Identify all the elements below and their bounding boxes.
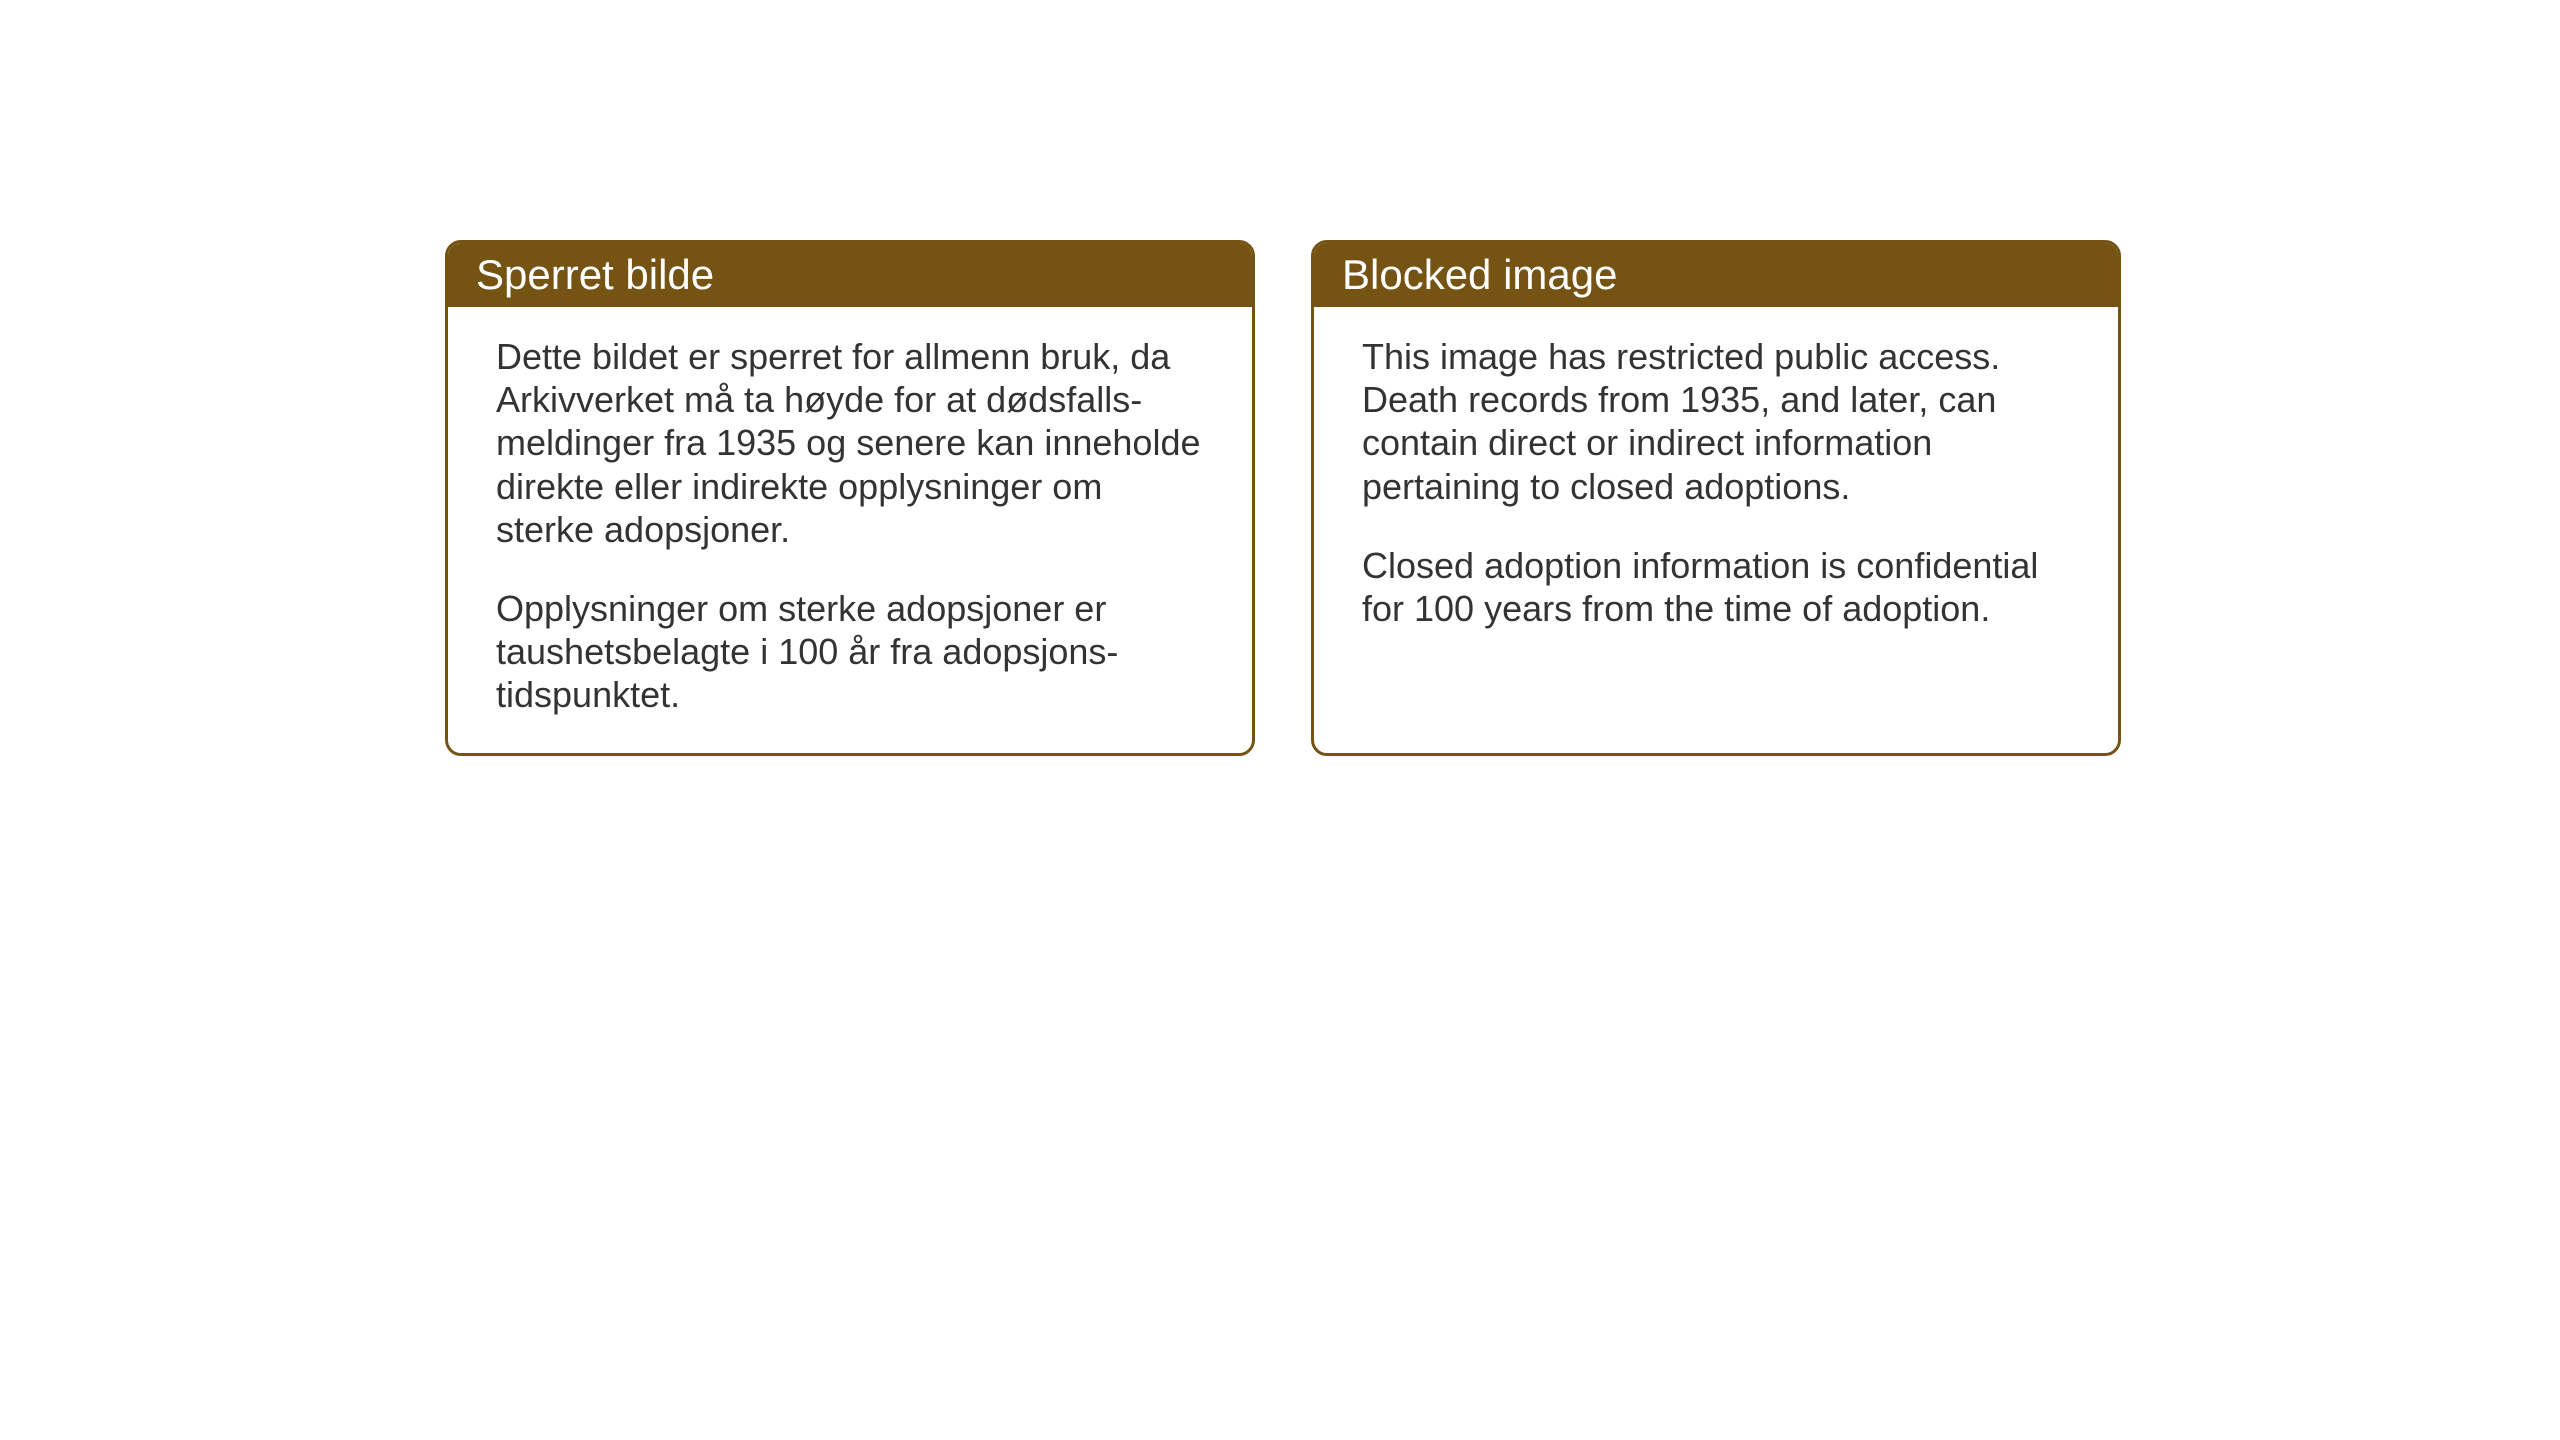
notice-paragraph: Opplysninger om sterke adopsjoner er tau… bbox=[496, 587, 1204, 717]
notice-header-norwegian: Sperret bilde bbox=[448, 243, 1252, 307]
notice-paragraph: This image has restricted public access.… bbox=[1362, 335, 2070, 508]
notice-title: Sperret bilde bbox=[476, 251, 714, 298]
notice-container: Sperret bilde Dette bildet er sperret fo… bbox=[445, 240, 2121, 756]
notice-header-english: Blocked image bbox=[1314, 243, 2118, 307]
notice-paragraph: Dette bildet er sperret for allmenn bruk… bbox=[496, 335, 1204, 551]
notice-box-english: Blocked image This image has restricted … bbox=[1311, 240, 2121, 756]
notice-body-english: This image has restricted public access.… bbox=[1314, 307, 2118, 747]
notice-box-norwegian: Sperret bilde Dette bildet er sperret fo… bbox=[445, 240, 1255, 756]
notice-title: Blocked image bbox=[1342, 251, 1617, 298]
notice-body-norwegian: Dette bildet er sperret for allmenn bruk… bbox=[448, 307, 1252, 753]
notice-paragraph: Closed adoption information is confident… bbox=[1362, 544, 2070, 630]
